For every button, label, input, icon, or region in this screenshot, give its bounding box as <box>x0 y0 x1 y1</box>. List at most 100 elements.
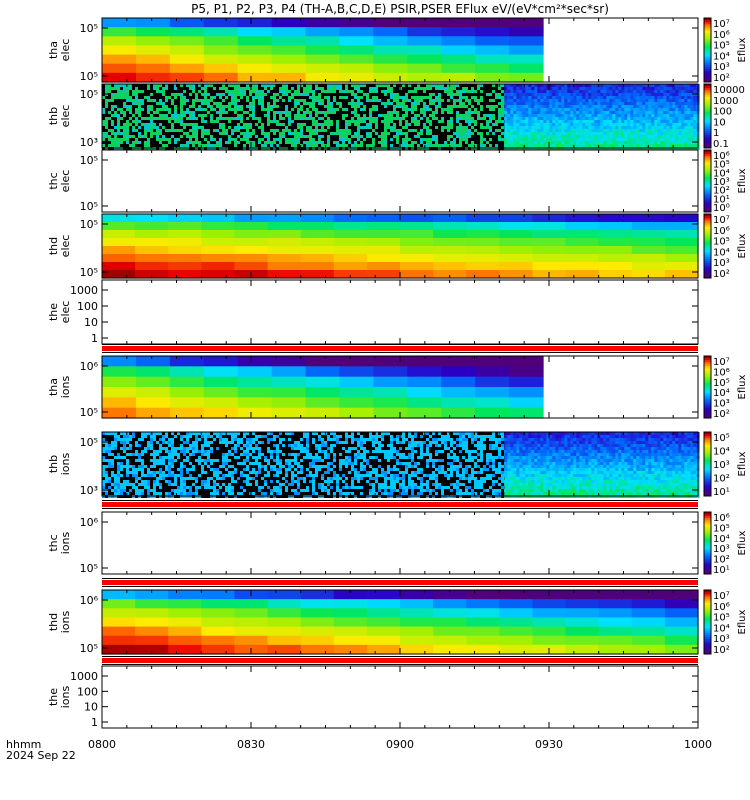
spectrogram-cell <box>433 238 467 247</box>
spectrogram-cell <box>660 129 664 132</box>
spectrogram-cell <box>366 102 369 105</box>
spectrogram-cell <box>675 129 679 132</box>
spectrogram-cell <box>570 129 574 132</box>
spectrogram-cell <box>300 230 335 239</box>
spectrogram-cell <box>627 135 631 138</box>
spectrogram-cell <box>207 90 210 93</box>
spectrogram-cell <box>270 132 273 135</box>
spectrogram-cell <box>333 126 336 129</box>
spectrogram-cell <box>117 126 120 129</box>
colorbar-segment <box>704 47 711 51</box>
spectrogram-cell <box>407 54 442 65</box>
spectrogram-cell <box>624 129 628 132</box>
spectrogram-cell <box>672 99 676 102</box>
spectrogram-cell <box>444 120 447 123</box>
spectrogram-cell <box>552 120 556 123</box>
spectrogram-cell <box>417 111 420 114</box>
spectrogram-cell <box>627 138 631 141</box>
spectrogram-cell <box>108 90 111 93</box>
spectrogram-cell <box>675 90 679 93</box>
spectrogram-cell <box>384 102 387 105</box>
spectrogram-cell <box>546 144 550 147</box>
spectrogram-cell <box>453 126 456 129</box>
spectrogram-cell <box>609 108 613 111</box>
spectrogram-cell <box>426 84 429 87</box>
spectrogram-cell <box>315 129 318 132</box>
spectrogram-cell <box>252 84 255 87</box>
spectrogram-cell <box>312 144 315 147</box>
spectrogram-cell <box>480 102 483 105</box>
spectrogram-cell <box>633 99 637 102</box>
spectrogram-cell <box>288 126 291 129</box>
spectrogram-cell <box>579 90 583 93</box>
spectrogram-cell <box>159 135 162 138</box>
spectrogram-cell <box>273 138 276 141</box>
spectrogram-cell <box>210 111 213 114</box>
spectrogram-cell <box>624 111 628 114</box>
spectrogram-cell <box>204 126 207 129</box>
spectrogram-cell <box>360 99 363 102</box>
spectrogram-cell <box>348 102 351 105</box>
spectrogram-cell <box>462 96 465 99</box>
spectrogram-cell <box>570 93 574 96</box>
spectrogram-cell <box>183 117 186 120</box>
spectrogram-cell <box>237 117 240 120</box>
spectrogram-cell <box>318 114 321 117</box>
spectrogram-cell <box>565 214 600 223</box>
spectrogram-cell <box>321 123 324 126</box>
spectrogram-cell <box>615 144 619 147</box>
spectrogram-cell <box>474 120 477 123</box>
spectrogram-cell <box>516 87 520 90</box>
spectrogram-cell <box>372 93 375 96</box>
spectrogram-cell <box>276 90 279 93</box>
spectrogram-cell <box>195 123 198 126</box>
spectrogram-cell <box>162 87 165 90</box>
spectrogram-cell <box>102 90 105 93</box>
spectrogram-cell <box>603 129 607 132</box>
spectrogram-cell <box>324 93 327 96</box>
spectrogram-cell <box>480 105 483 108</box>
spectrogram-cell <box>444 114 447 117</box>
spectrogram-cell <box>549 96 553 99</box>
spectrogram-cell <box>675 132 679 135</box>
spectrogram-cell <box>513 132 517 135</box>
spectrogram-cell <box>168 120 171 123</box>
spectrogram-cell <box>216 111 219 114</box>
spectrogram-cell <box>576 126 580 129</box>
spectrogram-cell <box>633 84 637 87</box>
spectrogram-cell <box>373 18 408 28</box>
spectrogram-cell <box>111 93 114 96</box>
spectrogram-cell <box>228 114 231 117</box>
spectrogram-cell <box>654 90 658 93</box>
spectrogram-cell <box>201 135 204 138</box>
spectrogram-cell <box>402 132 405 135</box>
spectrogram-cell <box>414 129 417 132</box>
colorbar-segment <box>704 109 711 113</box>
spectrogram-cell <box>309 99 312 102</box>
spectrogram-cell <box>192 120 195 123</box>
spectrogram-cell <box>450 135 453 138</box>
spectrogram-cell <box>375 141 378 144</box>
spectrogram-cell <box>417 120 420 123</box>
spectrogram-cell <box>426 96 429 99</box>
colorbar-segment <box>704 203 711 207</box>
spectrogram-cell <box>327 96 330 99</box>
spectrogram-cell <box>480 138 483 141</box>
spectrogram-cell <box>378 138 381 141</box>
spectrogram-cell <box>345 144 348 147</box>
spectrogram-cell <box>258 117 261 120</box>
spectrogram-cell <box>531 96 535 99</box>
spectrogram-cell <box>598 262 633 271</box>
spectrogram-cell <box>192 90 195 93</box>
spectrogram-cell <box>231 108 234 111</box>
spectrogram-cell <box>252 90 255 93</box>
spectrogram-cell <box>264 108 267 111</box>
spectrogram-cell <box>681 126 685 129</box>
spectrogram-cell <box>684 93 688 96</box>
spectrogram-cell <box>351 120 354 123</box>
spectrogram-cell <box>399 114 402 117</box>
spectrogram-cell <box>684 120 688 123</box>
spectrogram-cell <box>339 123 342 126</box>
spectrogram-cell <box>321 126 324 129</box>
spectrogram-cell <box>288 84 291 87</box>
